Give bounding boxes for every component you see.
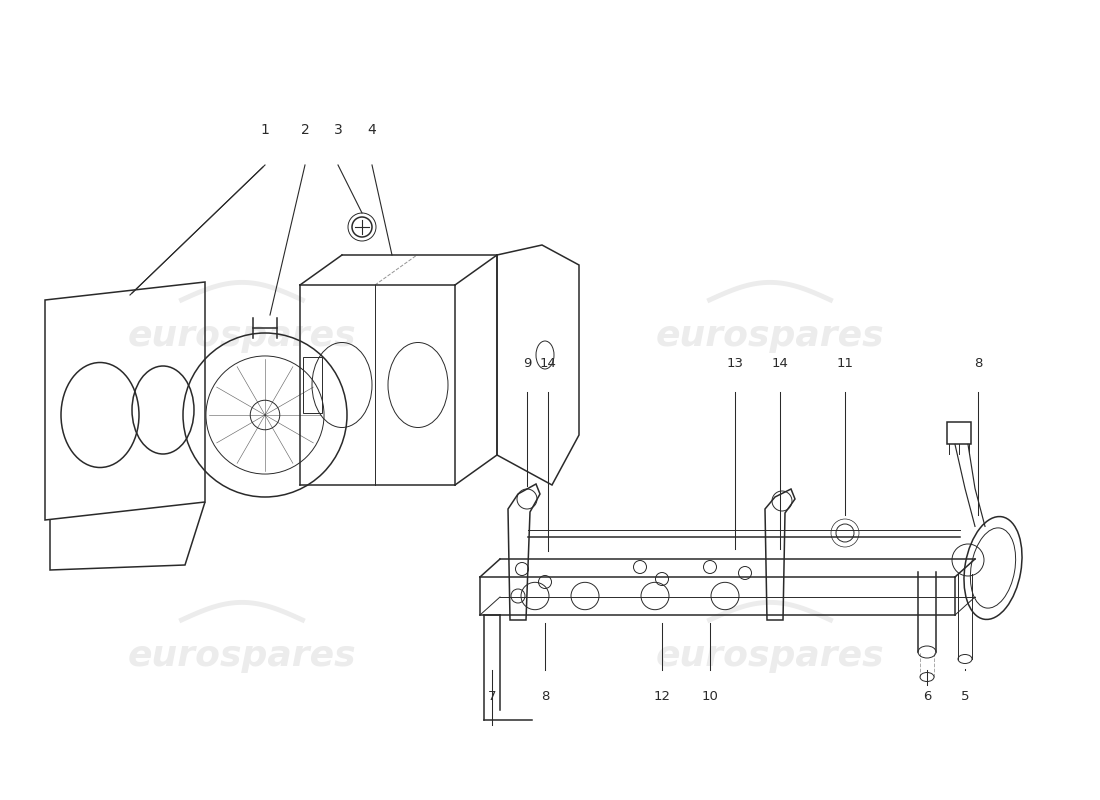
Text: eurospares: eurospares xyxy=(656,639,884,673)
Text: 11: 11 xyxy=(836,357,854,370)
Text: 5: 5 xyxy=(960,690,969,703)
Text: 14: 14 xyxy=(540,357,557,370)
Text: 12: 12 xyxy=(653,690,671,703)
Text: eurospares: eurospares xyxy=(128,639,356,673)
Text: 8: 8 xyxy=(541,690,549,703)
Text: 14: 14 xyxy=(771,357,789,370)
Text: 9: 9 xyxy=(522,357,531,370)
Text: 10: 10 xyxy=(702,690,718,703)
Text: 1: 1 xyxy=(261,123,270,137)
Text: 6: 6 xyxy=(923,690,932,703)
Text: 2: 2 xyxy=(300,123,309,137)
Text: 7: 7 xyxy=(487,690,496,703)
Text: 4: 4 xyxy=(367,123,376,137)
Text: 3: 3 xyxy=(333,123,342,137)
Text: 8: 8 xyxy=(974,357,982,370)
Text: 13: 13 xyxy=(726,357,744,370)
Text: eurospares: eurospares xyxy=(656,319,884,353)
Text: eurospares: eurospares xyxy=(128,319,356,353)
